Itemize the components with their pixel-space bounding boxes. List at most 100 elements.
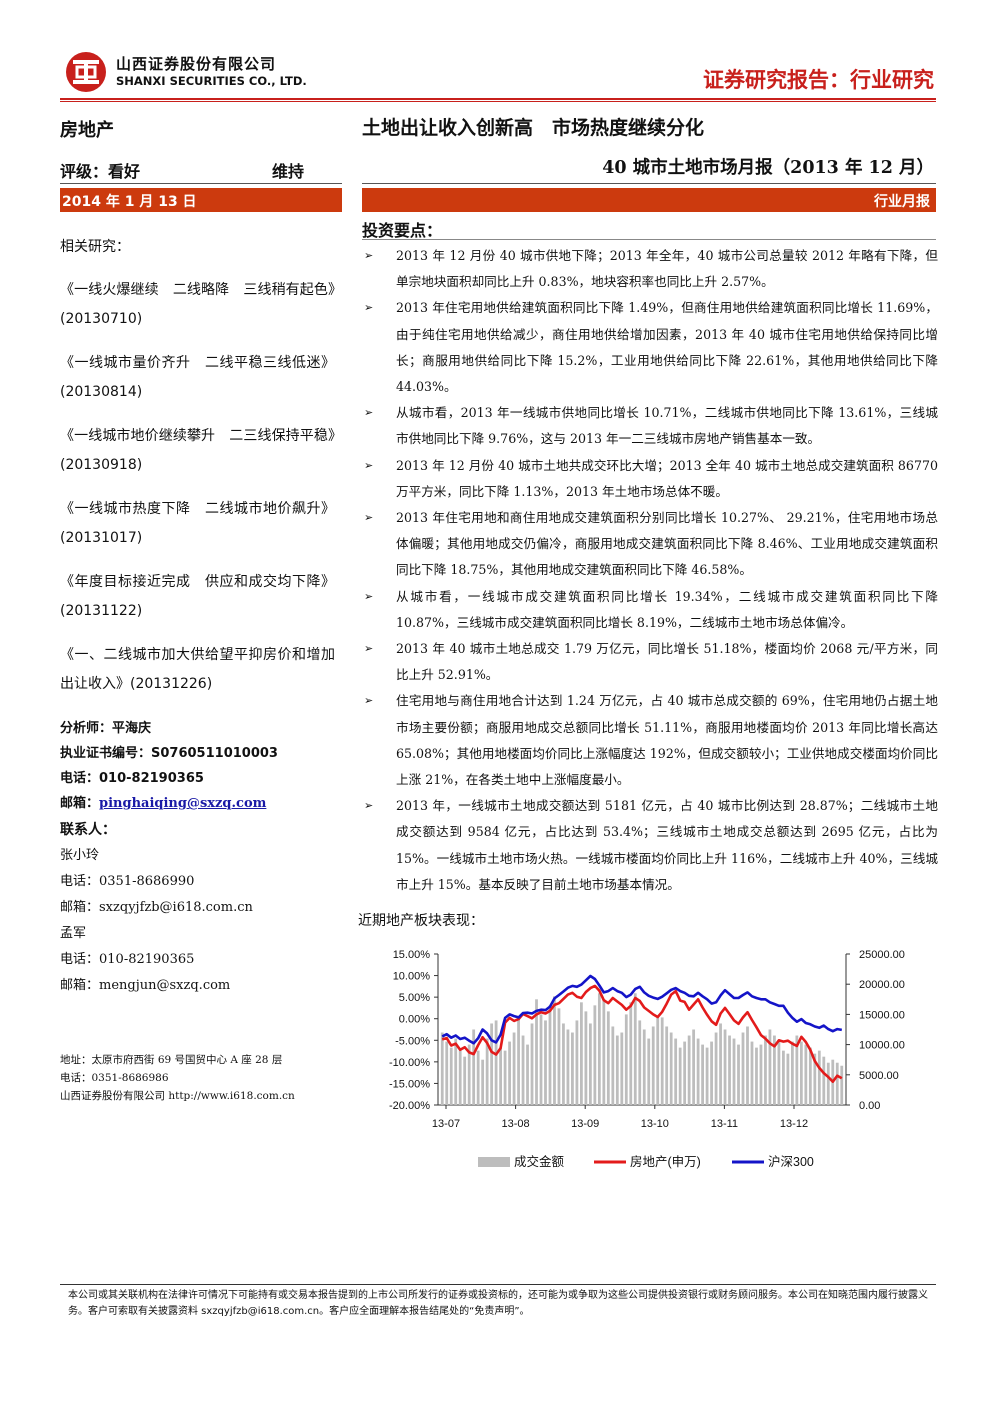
- y-left-tick-label: 0.00%: [399, 1014, 430, 1026]
- x-tick-label: 13-11: [711, 1118, 738, 1130]
- address-company[interactable]: 山西证券股份有限公司 http://www.i618.com.cn: [60, 1090, 295, 1102]
- key-point-text: 住宅用地与商住用地合计达到 1.24 万亿元，占 40 城市总成交额的 69%，…: [396, 693, 938, 788]
- sector-name: 房地产: [60, 120, 114, 141]
- volume-bar: [557, 1008, 561, 1105]
- volume-bar: [786, 1053, 790, 1105]
- volume-bar: [790, 1041, 794, 1105]
- header-divider-thin: [60, 101, 936, 102]
- contact-phone-label: 电话：: [60, 952, 100, 967]
- volume-bar: [512, 1032, 516, 1105]
- volume-bar: [485, 1038, 489, 1105]
- y-left-tick-label: -20.00%: [389, 1100, 430, 1112]
- volume-bar: [544, 1020, 547, 1105]
- address-line: 地址：太原市府西街 69 号国贸中心 A 座 28 层: [60, 1054, 283, 1066]
- volume-bar: [728, 1035, 731, 1105]
- volume-bar: [624, 1014, 628, 1105]
- arrow-bullet-icon: ➢: [364, 589, 374, 603]
- volume-bar: [723, 1029, 727, 1105]
- related-research-list: 《一线火爆继续 二线略降 三线稍有起色》(20130710) 《一线城市量价齐升…: [60, 276, 335, 714]
- email-row: 邮箱：pinghaiqing@sxzq.com: [60, 791, 340, 816]
- company-name-cn: 山西证券股份有限公司: [116, 55, 277, 73]
- volume-bar: [759, 1044, 763, 1105]
- y-right-tick-label: 25000.00: [859, 949, 905, 961]
- volume-bar: [817, 1050, 821, 1105]
- right-divider: [362, 183, 936, 184]
- report-subtitle: 40 城市土地市场月报（2013 年 12 月）: [602, 158, 934, 178]
- contact-email-row: 邮箱：sxzqyjfzb@i618.com.cn: [60, 895, 340, 921]
- related-research-item[interactable]: 《一线火爆继续 二线略降 三线稍有起色》(20130710): [60, 282, 335, 327]
- volume-bar: [782, 1050, 785, 1105]
- volume-bar: [526, 1044, 529, 1105]
- analyst-row: 分析师：平海庆: [60, 716, 340, 741]
- volume-bar: [755, 1047, 758, 1105]
- arrow-bullet-icon: ➢: [364, 642, 374, 656]
- cert-number: S0760511010003: [151, 746, 278, 761]
- volume-bar: [674, 1038, 678, 1105]
- analyst-phone: 010-82190365: [99, 771, 204, 786]
- key-point-text: 2013 年，一线城市土地成交额达到 5181 亿元，占 40 城市比例达到 2…: [396, 798, 938, 892]
- volume-bar: [683, 1041, 687, 1105]
- y-left-tick-label: 15.00%: [393, 949, 431, 961]
- volume-bar: [687, 1035, 691, 1105]
- volume-bar: [481, 1059, 485, 1105]
- volume-bar: [562, 1023, 565, 1105]
- volume-bar: [490, 1023, 494, 1105]
- contact-phone-label: 电话：: [60, 874, 100, 889]
- volume-bar: [472, 1029, 476, 1105]
- key-point-text: 从城市看，2013 年一线城市供地同比增长 10.71%，二线城市供地同比下降 …: [396, 405, 938, 447]
- key-point-text: 2013 年 40 城市土地总成交 1.79 万亿元，同比增长 51.18%，楼…: [396, 641, 938, 683]
- volume-bar: [799, 1041, 803, 1105]
- y-left-tick-label: -15.00%: [389, 1078, 430, 1090]
- contact-email-label: 邮箱：: [60, 900, 100, 915]
- related-research-item[interactable]: 《一线城市热度下降 二线城市地价飙升》(20131017): [60, 501, 335, 546]
- analyst-email-link[interactable]: pinghaiqing@sxzq.com: [99, 796, 267, 811]
- volume-bar: [746, 1026, 749, 1105]
- contact-email[interactable]: sxzqyjfzb@i618.com.cn: [99, 900, 253, 915]
- cert-row: 执业证书编号：S0760511010003: [60, 741, 340, 766]
- key-point: ➢ 从城市看，2013 年一线城市供地同比增长 10.71%，二线城市供地同比下降…: [362, 400, 938, 452]
- contacts-heading: 联系人：: [60, 822, 116, 838]
- key-point: ➢ 2013 年 40 城市土地总成交 1.79 万亿元，同比增长 51.18%，…: [362, 636, 938, 688]
- key-point-text: 2013 年 12 月份 40 城市土地共成交环比大增；2013 全年 40 城…: [396, 457, 938, 499]
- volume-bar: [611, 1026, 615, 1105]
- volume-bar: [445, 1041, 449, 1105]
- volume-bar: [651, 1026, 655, 1105]
- volume-bar: [669, 1032, 673, 1105]
- key-point: ➢ 2013 年 12 月份 40 城市土地共成交环比大增；2013 全年 40 …: [362, 453, 938, 505]
- address-phone: 电话：0351-8686986: [60, 1072, 169, 1084]
- x-tick-label: 13-10: [641, 1118, 669, 1130]
- x-tick-label: 13-12: [780, 1118, 808, 1130]
- email-label: 邮箱：: [60, 796, 100, 811]
- volume-bar: [463, 1056, 467, 1105]
- related-research-heading: 相关研究：: [60, 239, 130, 255]
- related-research-item[interactable]: 《年度目标接近完成 供应和成交均下降》(20131122): [60, 574, 335, 619]
- contact-email[interactable]: mengjun@sxzq.com: [99, 978, 231, 993]
- volume-bar: [593, 1005, 597, 1105]
- volume-bar: [566, 1029, 570, 1105]
- key-point-text: 2013 年住宅用地供给建筑面积同比下降 1.49%，但商住用地供给建筑面积同比…: [396, 300, 938, 395]
- volume-bar: [822, 1056, 826, 1105]
- y-left-tick-label: 5.00%: [399, 992, 430, 1004]
- related-research-item[interactable]: 《一、二线城市加大供给望平抑房价和增加出让收入》(20131226): [60, 647, 335, 692]
- key-point-text: 2013 年 12 月份 40 城市供地下降；2013 年全年，40 城市公司总…: [396, 248, 938, 290]
- arrow-bullet-icon: ➢: [364, 301, 374, 315]
- header-divider: [60, 98, 936, 100]
- volume-bar: [458, 1050, 462, 1105]
- contact-phone: 0351-8686990: [99, 874, 195, 889]
- related-research-item[interactable]: 《一线城市地价继续攀升 二三线保持平稳》(20130918): [60, 428, 335, 473]
- volume-bar: [696, 1038, 700, 1105]
- y-left-tick-label: -5.00%: [395, 1035, 430, 1047]
- arrow-bullet-icon: ➢: [364, 799, 374, 813]
- arrow-bullet-icon: ➢: [364, 249, 374, 262]
- volume-bar: [535, 999, 538, 1105]
- volume-bar: [732, 1038, 736, 1105]
- volume-bar: [440, 1032, 444, 1105]
- volume-bar: [665, 1026, 669, 1105]
- phone-row: 电话：010-82190365: [60, 766, 340, 791]
- volume-bar: [454, 1038, 458, 1105]
- contact-phone-row: 电话：0351-8686990: [60, 869, 340, 895]
- y-right-tick-label: 15000.00: [859, 1009, 905, 1021]
- key-points-heading: 投资要点：: [362, 221, 443, 240]
- volume-bar: [656, 1017, 660, 1105]
- related-research-item[interactable]: 《一线城市量价齐升 二线平稳三线低迷》(20130814): [60, 355, 335, 400]
